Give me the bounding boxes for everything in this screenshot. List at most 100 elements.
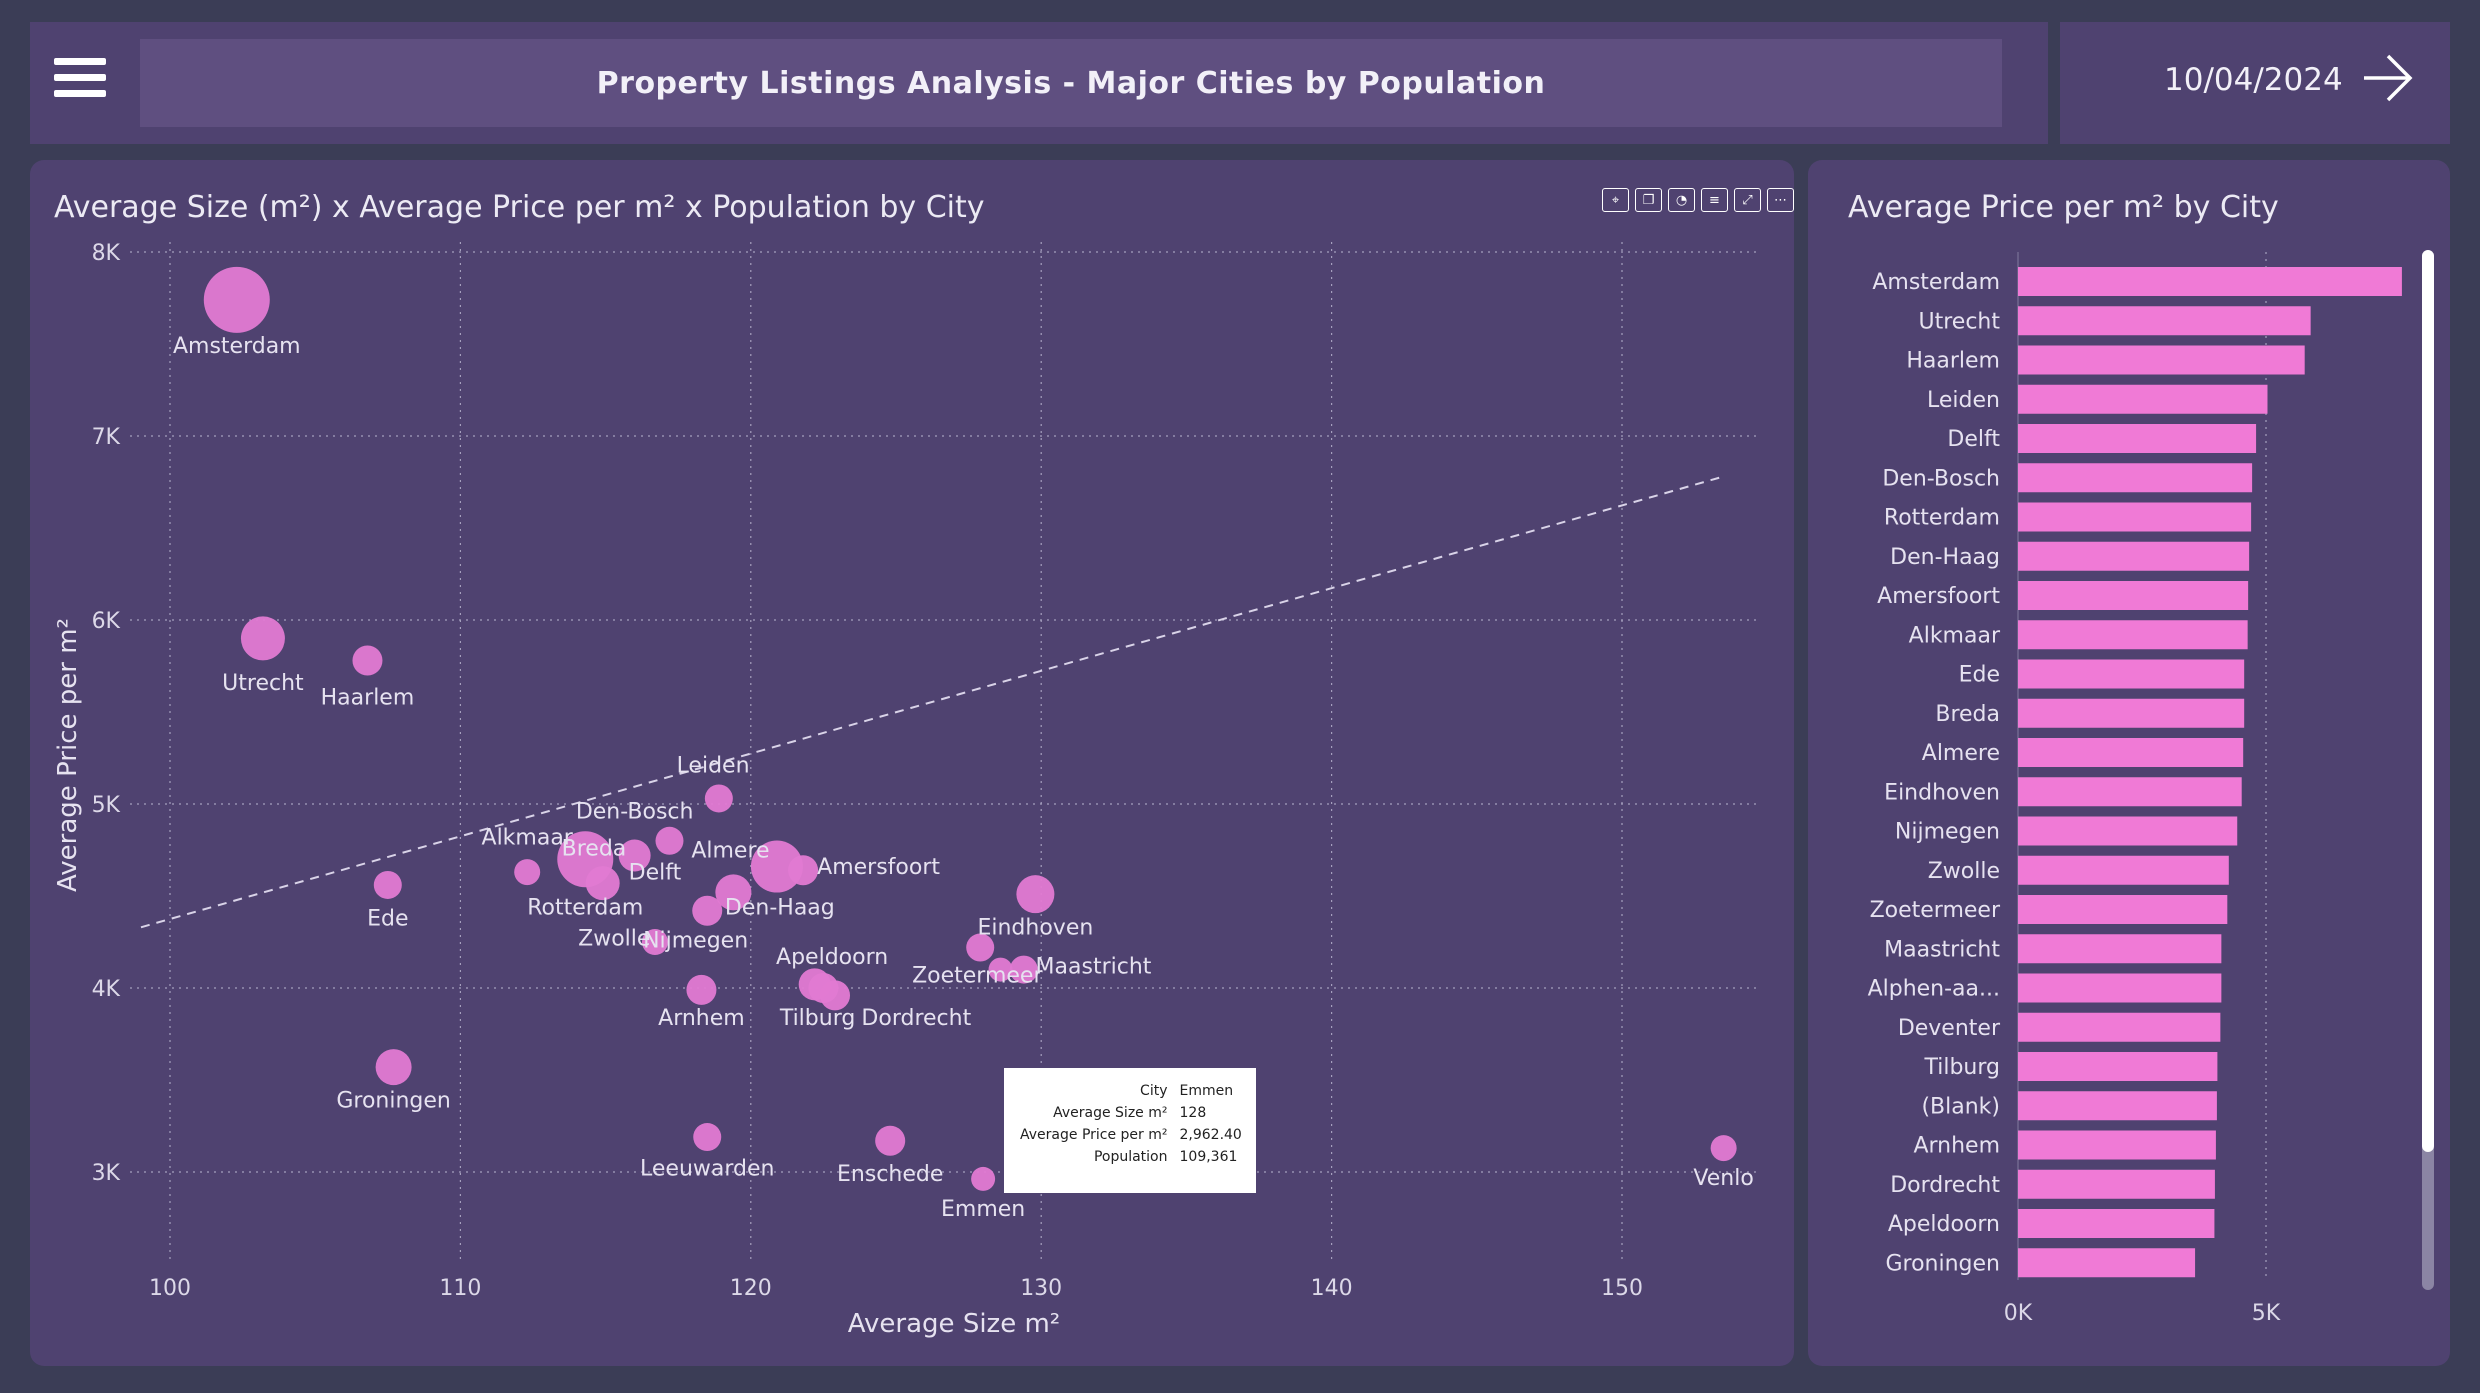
y-tick-label: 6K: [92, 609, 121, 634]
bar: [2018, 934, 2222, 964]
data-label: Delft: [629, 860, 682, 885]
tooltip-row: Average Price per m² 2,962.40: [1014, 1124, 1248, 1146]
bar-category-label: Groningen: [1885, 1251, 2000, 1276]
x-tick-label: 5K: [2252, 1301, 2281, 1326]
tooltip-row: Population 109,361: [1014, 1146, 1248, 1168]
bar-category-label: Haarlem: [1906, 349, 2000, 374]
data-label: Groningen: [336, 1089, 451, 1114]
bubble-point: [971, 1166, 996, 1191]
more-options-icon[interactable]: ⋯: [1767, 188, 1794, 212]
bubble-point: [655, 826, 684, 855]
bubble-point: [693, 1123, 722, 1152]
bar-category-label: Eindhoven: [1884, 780, 2000, 805]
tooltip-row: City Emmen: [1014, 1080, 1248, 1102]
bar: [2018, 1091, 2217, 1121]
x-tick-label: 130: [1020, 1276, 1062, 1301]
data-label: Amsterdam: [173, 334, 301, 359]
bubble-point: [686, 974, 717, 1005]
bar-category-label: Delft: [1947, 427, 2000, 452]
bubble-point: [203, 266, 270, 333]
pin-icon[interactable]: ⌖: [1602, 188, 1629, 212]
report-date: 10/04/2024: [2164, 62, 2343, 98]
x-tick-label: 140: [1311, 1276, 1353, 1301]
bar: [2018, 1012, 2221, 1042]
data-label: Ede: [367, 906, 408, 931]
bubble-point: [988, 957, 1013, 982]
data-label: Alkmaar: [482, 825, 574, 850]
bubble-point: [966, 933, 995, 962]
data-label: Emmen: [941, 1197, 1025, 1222]
bubble-point: [704, 784, 733, 813]
bar: [2018, 463, 2253, 493]
bubble-point: [788, 855, 819, 886]
bubble-point: [240, 616, 285, 661]
tooltip-key: Average Price per m²: [1020, 1127, 1168, 1143]
bar: [2018, 306, 2311, 336]
x-tick-label: 100: [149, 1276, 191, 1301]
bar: [2018, 738, 2244, 767]
y-tick-label: 4K: [92, 977, 121, 1002]
bar-category-label: Utrecht: [1919, 309, 2001, 334]
tooltip-value: 128: [1179, 1105, 1207, 1121]
bar-visual[interactable]: Amsterdam Utrecht Haarlem Leiden Delft Den-Bo…: [1808, 160, 2450, 1366]
bubble-point: [692, 895, 723, 926]
bar-category-label: Ede: [1959, 663, 2000, 688]
report-title: Property Listings Analysis - Major Citie…: [140, 39, 2002, 127]
bar: [2018, 659, 2245, 689]
bar: [2018, 895, 2228, 924]
bar: [2018, 267, 2402, 296]
bar: [2018, 1052, 2218, 1081]
data-label: Utrecht: [222, 671, 304, 696]
data-label: Nijmegen: [643, 929, 748, 954]
x-tick-label: 120: [730, 1276, 772, 1301]
y-tick-label: 8K: [92, 241, 121, 266]
arrow-right-icon[interactable]: [2360, 52, 2416, 104]
data-label: Den-Haag: [725, 895, 835, 920]
bar-category-label: Maastricht: [1884, 937, 2000, 962]
scrollbar-thumb[interactable]: [2422, 250, 2434, 1152]
y-axis-title: Average Price per m²: [53, 618, 83, 892]
tooltip-row: Average Size m² 128: [1014, 1102, 1248, 1124]
x-tick-label: 110: [439, 1276, 481, 1301]
bubble-point: [715, 874, 752, 911]
bar: [2018, 1130, 2216, 1160]
x-tick-label: 0K: [2004, 1301, 2033, 1326]
bubble-point: [352, 645, 383, 676]
bar: [2018, 581, 2249, 610]
bar: [2018, 384, 2268, 414]
bar: [2018, 777, 2242, 807]
bubble-point: [618, 839, 651, 872]
bar: [2018, 541, 2250, 571]
scatter-visual[interactable]: 100 110 120 130 140 150 3K 4K 5K 6K 7K 8K Average Si…: [30, 160, 1794, 1366]
tooltip: City Emmen Average Size m² 128 Average Pri…: [1004, 1068, 1256, 1193]
bubble-point: [820, 980, 851, 1011]
bar-category-label: Rotterdam: [1884, 506, 2000, 531]
alert-icon[interactable]: ◔: [1668, 188, 1695, 212]
bubble-point: [514, 859, 541, 886]
bar-category-label: Leiden: [1927, 388, 2000, 413]
scatter-chart: 100 110 120 130 140 150 3K 4K 5K 6K 7K 8K Average Si…: [53, 241, 1760, 1339]
focus-mode-icon[interactable]: ⤢: [1734, 188, 1761, 212]
bar-category-label: Breda: [1935, 702, 2000, 727]
data-label: Breda: [562, 837, 627, 862]
data-label: Den-Bosch: [576, 800, 694, 825]
trend-line: [140, 475, 1724, 929]
hamburger-menu-icon[interactable]: [54, 58, 106, 104]
copy-icon[interactable]: ❐: [1635, 188, 1662, 212]
tooltip-key: Average Size m²: [1053, 1105, 1168, 1121]
bar-category-label: Nijmegen: [1895, 820, 2000, 845]
bar-category-label: Alphen-aa...: [1868, 977, 2000, 1002]
filter-icon[interactable]: ≡: [1701, 188, 1728, 212]
bar-category-label: Deventer: [1898, 1016, 2001, 1041]
bar: [2018, 816, 2238, 846]
tooltip-key: City: [1140, 1083, 1168, 1099]
data-label: Haarlem: [321, 686, 415, 711]
bubble-point: [875, 1125, 906, 1156]
data-label: Leeuwarden: [640, 1157, 774, 1182]
bar-title: Average Price per m² by City: [1848, 190, 2279, 225]
data-label: Rotterdam: [527, 895, 643, 920]
tooltip-value: 2,962.40: [1179, 1127, 1242, 1143]
bar: [2018, 345, 2305, 375]
tooltip-value: 109,361: [1179, 1149, 1238, 1165]
y-tick-label: 5K: [92, 793, 121, 818]
